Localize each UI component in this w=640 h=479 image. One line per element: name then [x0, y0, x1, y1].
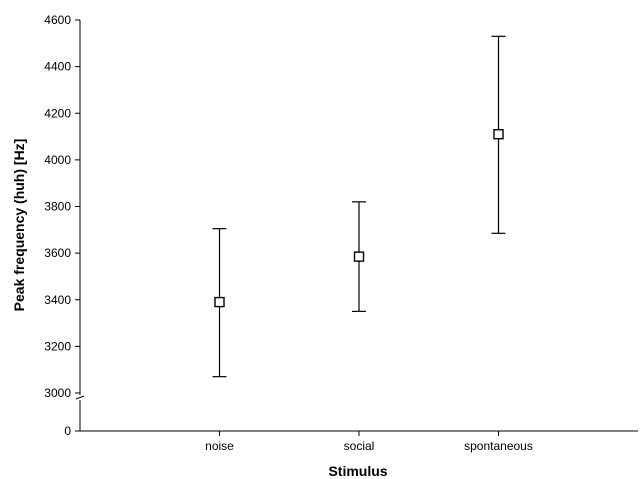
y-tick-label: 3200 [44, 339, 71, 353]
y-tick-label: 4000 [44, 153, 71, 167]
data-point [353, 251, 365, 262]
x-ticks: noise social spontaneous [205, 431, 533, 453]
data-point [214, 296, 225, 308]
y-axis-label: Peak frequency (huh) [Hz] [11, 139, 27, 312]
data-marks [212, 35, 506, 378]
data-point [493, 129, 504, 140]
y-tick-label: 3400 [44, 293, 71, 307]
x-tick-label: social [344, 439, 375, 453]
y-tick-label: 3000 [44, 386, 71, 400]
y-tick-label: 3800 [44, 200, 71, 214]
y-ticks: 4600 4400 4200 4000 3800 3600 3400 3200 3000 0 [44, 13, 80, 438]
y-tick-label: 0 [64, 424, 71, 438]
y-tick-label: 4600 [44, 13, 71, 27]
x-tick-label: noise [205, 439, 234, 453]
x-axis-label: Stimulus [328, 463, 387, 479]
axis-break-mark [75, 395, 85, 400]
y-tick-label: 4400 [44, 60, 71, 74]
axes [75, 20, 638, 432]
y-tick-label: 3600 [44, 246, 71, 260]
x-tick-label: spontaneous [464, 439, 533, 453]
y-tick-label: 4200 [44, 106, 71, 120]
